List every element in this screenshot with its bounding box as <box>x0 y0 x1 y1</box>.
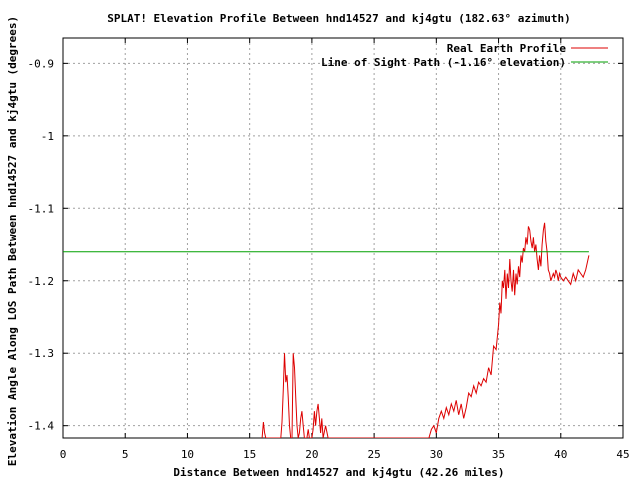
x-tick-label: 0 <box>60 448 67 461</box>
y-tick-label: -0.9 <box>28 57 55 70</box>
series-real-earth-profile <box>261 222 590 438</box>
y-tick-label: -1.4 <box>28 420 55 433</box>
x-axis-label: Distance Between hnd14527 and kj4gtu (42… <box>173 466 504 479</box>
x-tick-label: 40 <box>554 448 567 461</box>
y-axis-ticks: -0.9 -1 -1.1 -1.2 -1.3 -1.4 <box>28 57 623 433</box>
x-tick-label: 30 <box>430 448 443 461</box>
chart-title: SPLAT! Elevation Profile Between hnd1452… <box>107 12 571 25</box>
x-tick-label: 35 <box>492 448 505 461</box>
y-tick-label: -1.2 <box>28 275 55 288</box>
x-axis-ticks: 0 5 10 15 20 25 30 35 40 45 <box>60 38 630 461</box>
grid-lines <box>63 38 623 438</box>
plot-border <box>62 37 624 439</box>
y-tick-label: -1.1 <box>28 202 55 215</box>
legend: Real Earth Profile Line of Sight Path (-… <box>321 42 608 69</box>
legend-label-profile: Real Earth Profile <box>447 42 567 55</box>
y-axis-label: Elevation Angle Along LOS Path Between h… <box>6 16 19 466</box>
x-tick-label: 5 <box>122 448 129 461</box>
y-tick-label: -1 <box>41 130 54 143</box>
x-tick-label: 20 <box>305 448 318 461</box>
plot-frame <box>62 37 624 439</box>
x-tick-label: 15 <box>243 448 256 461</box>
x-tick-label: 10 <box>181 448 194 461</box>
y-tick-label: -1.3 <box>28 347 55 360</box>
x-tick-label: 45 <box>616 448 629 461</box>
x-tick-label: 25 <box>367 448 380 461</box>
series-group <box>63 222 590 438</box>
legend-label-los: Line of Sight Path (-1.16° elevation) <box>321 56 566 69</box>
